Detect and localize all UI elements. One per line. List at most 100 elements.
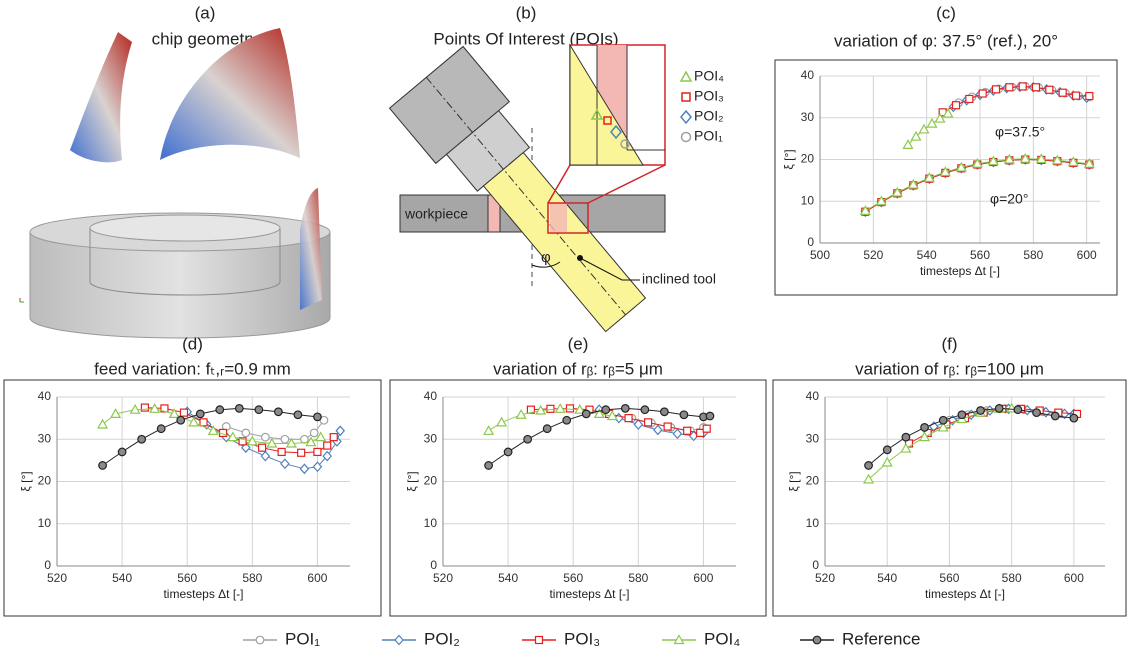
x-axis-label: timesteps Δt [-]	[163, 587, 243, 601]
panel-label: (a)	[195, 3, 216, 22]
marker	[958, 411, 966, 419]
x-tick-label: 520	[815, 571, 835, 585]
marker	[673, 429, 681, 438]
x-tick-label: 560	[939, 571, 959, 585]
marker	[118, 448, 126, 456]
y-tick-label: 10	[424, 516, 438, 530]
x-tick-label: 580	[242, 571, 262, 585]
annotation: φ=37.5°	[995, 124, 1045, 140]
figure: (a) chip geometry (b) Points Of Interest…	[0, 0, 1129, 657]
marker	[977, 407, 985, 415]
y-axis-label: ξ [°]	[19, 471, 33, 491]
chart-title: variation of rᵦ: rᵦ=100 μm	[855, 359, 1044, 378]
y-tick-label: 0	[807, 235, 814, 249]
y-tick-label: 40	[801, 68, 815, 82]
marker	[928, 119, 937, 127]
marker	[1006, 84, 1013, 91]
marker	[684, 427, 691, 434]
marker	[921, 424, 929, 432]
legend-label: POI₁	[285, 629, 320, 648]
marker	[281, 435, 289, 443]
marker	[196, 410, 204, 418]
series-line	[226, 420, 324, 439]
x-axis-label: timesteps Δt [-]	[549, 587, 629, 601]
marker	[622, 405, 630, 413]
legend-marker	[256, 636, 264, 644]
marker	[141, 404, 148, 411]
legend-label: POI₃	[564, 629, 600, 648]
marker	[200, 419, 207, 426]
tool-label: inclined tool	[642, 271, 716, 287]
marker	[236, 405, 244, 413]
x-tick-label: 520	[433, 571, 453, 585]
panel-label: (b)	[516, 3, 537, 22]
poi-diagram	[390, 45, 691, 346]
x-tick-label: 540	[112, 571, 132, 585]
y-tick-label: 10	[806, 516, 820, 530]
marker	[177, 416, 185, 424]
panel-label: (f)	[941, 334, 957, 353]
y-tick-label: 10	[801, 193, 815, 207]
poi-legend: POI₄	[694, 68, 724, 84]
marker	[504, 448, 512, 456]
marker	[1086, 93, 1093, 100]
marker	[703, 425, 710, 432]
y-tick-label: 0	[430, 558, 437, 572]
marker	[661, 408, 669, 416]
marker	[497, 418, 506, 426]
y-tick-label: 40	[38, 389, 52, 403]
x-tick-label: 600	[1064, 571, 1084, 585]
x-tick-label: 600	[307, 571, 327, 585]
marker	[281, 459, 289, 468]
marker	[301, 435, 309, 443]
marker	[641, 406, 649, 414]
annotation: φ=20°	[990, 191, 1028, 207]
marker	[275, 408, 283, 416]
y-tick-label: 40	[806, 389, 820, 403]
marker	[680, 411, 688, 419]
marker	[1070, 414, 1078, 422]
marker	[484, 426, 493, 434]
x-tick-label: 560	[563, 571, 583, 585]
marker	[939, 416, 947, 424]
y-tick-label: 20	[801, 152, 815, 166]
marker	[1046, 86, 1053, 93]
y-tick-label: 30	[806, 431, 820, 445]
x-tick-label: 500	[810, 248, 830, 262]
poi-legend: POI₃	[694, 88, 724, 104]
marker	[324, 442, 331, 449]
panel-label: (e)	[568, 334, 589, 353]
marker	[1073, 92, 1080, 99]
y-tick-label: 10	[38, 516, 52, 530]
workpiece-label: workpiece	[404, 206, 468, 222]
chip-geometry-render	[20, 28, 330, 338]
x-tick-label: 600	[1077, 248, 1097, 262]
y-tick-label: 20	[806, 474, 820, 488]
marker	[979, 90, 986, 97]
marker	[259, 444, 266, 451]
marker	[242, 429, 250, 437]
marker	[865, 462, 873, 470]
legend-label: Reference	[842, 629, 920, 648]
y-axis-label: ξ [°]	[782, 149, 796, 169]
x-tick-label: 600	[693, 571, 713, 585]
marker	[582, 410, 590, 418]
marker	[314, 448, 321, 455]
marker	[255, 406, 263, 414]
marker	[314, 413, 322, 421]
legend-marker	[536, 637, 543, 644]
marker	[98, 420, 107, 428]
x-tick-label: 520	[47, 571, 67, 585]
legend-label: POI₄	[704, 629, 740, 648]
y-axis-label: ξ [°]	[787, 471, 801, 491]
marker	[625, 415, 632, 422]
marker	[330, 434, 337, 441]
marker	[654, 425, 662, 434]
x-tick-label: 560	[970, 248, 990, 262]
poi-legend: POI₂	[694, 108, 724, 124]
y-tick-label: 40	[424, 389, 438, 403]
y-tick-label: 0	[812, 558, 819, 572]
legend-marker	[813, 636, 821, 644]
marker	[294, 411, 302, 419]
x-tick-label: 580	[1023, 248, 1043, 262]
